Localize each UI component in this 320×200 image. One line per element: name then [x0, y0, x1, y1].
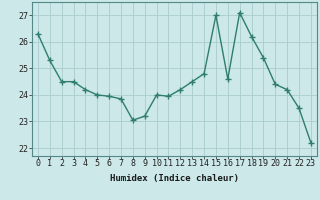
- X-axis label: Humidex (Indice chaleur): Humidex (Indice chaleur): [110, 174, 239, 183]
